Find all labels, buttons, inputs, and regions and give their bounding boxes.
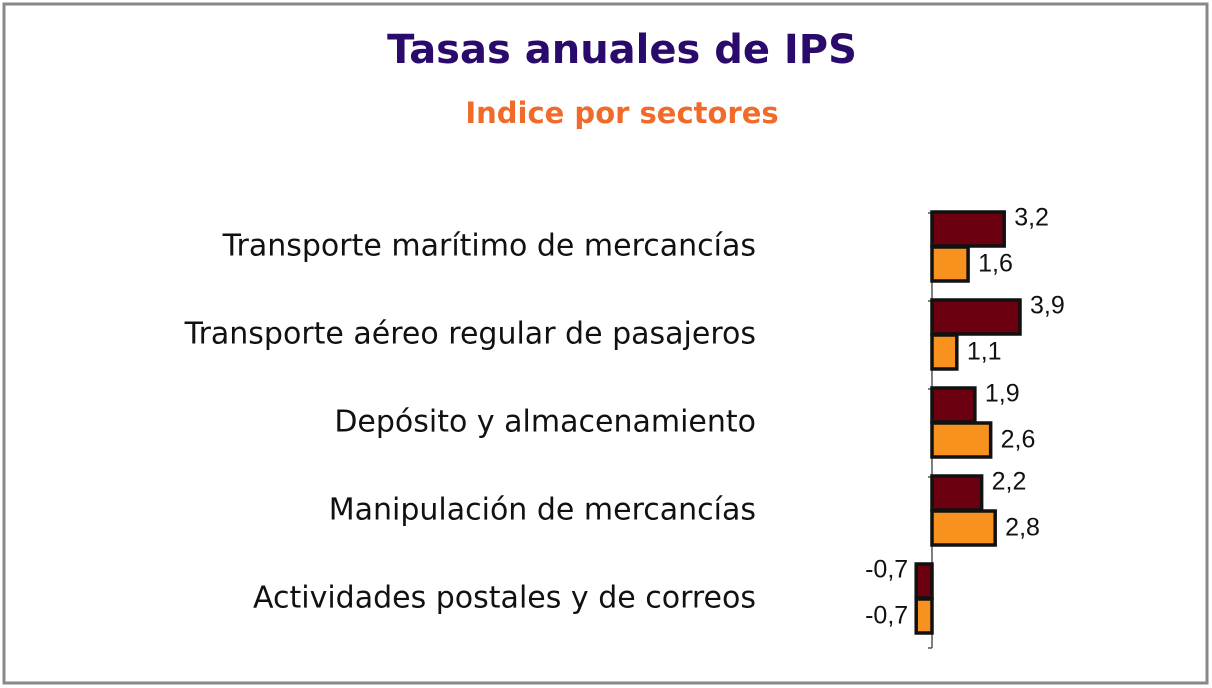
value-label: 3,9 [1030,292,1065,320]
category-label: Manipulación de mercancías [329,493,756,528]
bar [930,333,959,371]
bar [930,421,993,459]
bar [930,298,1022,336]
value-label: -0,7 [865,556,908,584]
value-label: 2,6 [1001,426,1036,454]
value-label: 2,8 [1005,514,1040,542]
bar [930,509,997,547]
value-label: 2,2 [992,468,1027,496]
bar [930,210,1006,248]
bar [930,474,984,512]
value-label: 3,2 [1014,204,1049,232]
bar [914,597,934,635]
category-label: Actividades postales y de correos [253,581,756,616]
value-label: -0,7 [865,602,908,630]
bar [914,562,934,600]
bar [930,386,977,424]
bar [930,245,970,283]
value-label: 1,6 [978,250,1013,278]
value-label: 1,9 [985,380,1020,408]
value-label: 1,1 [967,338,1002,366]
category-label: Transporte aéreo regular de pasajeros [184,317,756,352]
chart-title: Tasas anuales de IPS [387,27,857,73]
category-label: Transporte marítimo de mercancías [222,229,756,264]
chart-subtitle: Indice por sectores [465,96,778,130]
category-label: Depósito y almacenamiento [334,405,756,440]
